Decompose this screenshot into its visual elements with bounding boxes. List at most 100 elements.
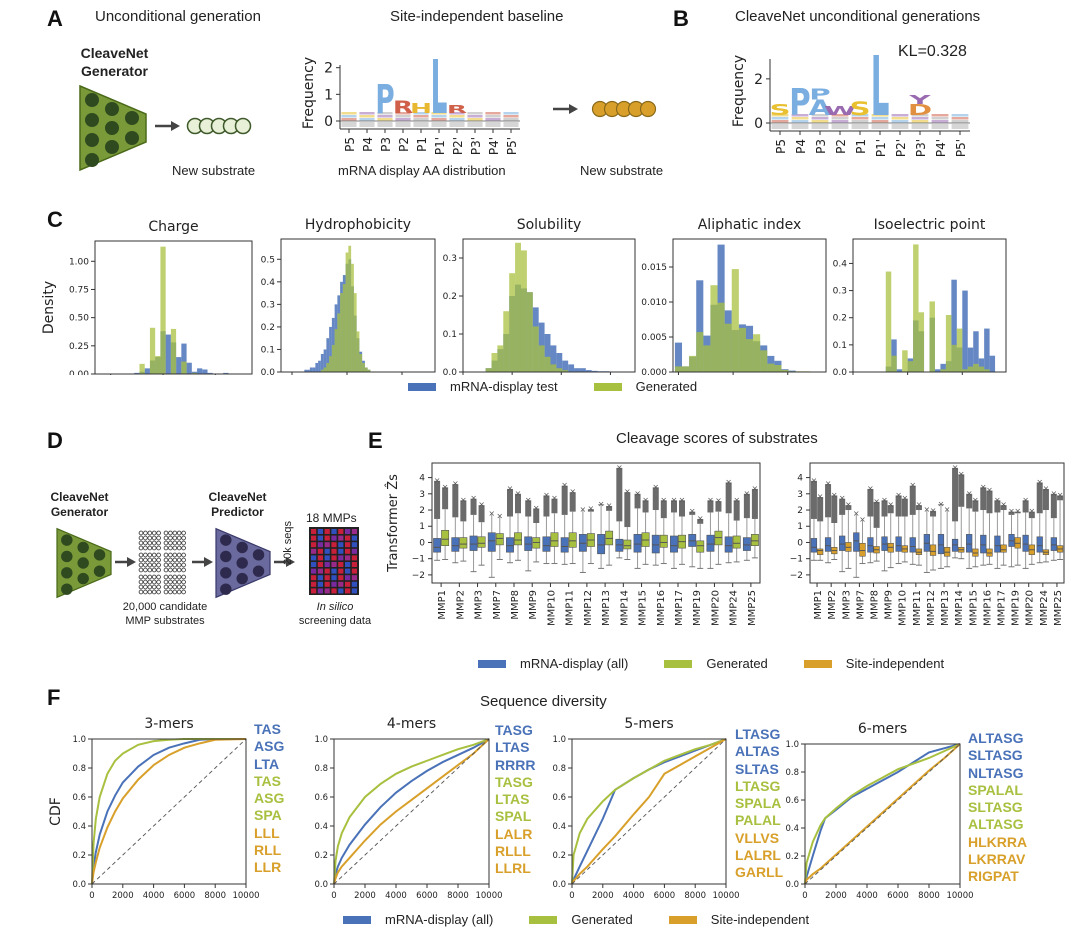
x-tick-label: MMP9 [528, 590, 539, 620]
x-tick-label: MMP2 [455, 590, 466, 620]
heatmap-cell [331, 562, 337, 567]
logo-letter-W: W [824, 104, 856, 118]
axes-frame [804, 743, 961, 885]
logo-background-letter [395, 118, 411, 121]
heatmap-cell [324, 581, 330, 587]
outlier-cluster [561, 485, 568, 515]
logo-background-letter [871, 120, 889, 123]
axes-frame [333, 738, 490, 885]
heatmap-cell [317, 542, 323, 548]
top-kmer-mrna: SLTASG [968, 747, 1023, 764]
candidate-circle [138, 574, 144, 580]
arrow-icon [553, 104, 578, 114]
box [750, 534, 759, 547]
top-kmer-generated: PALAL [735, 812, 781, 829]
outlier-marker: × [598, 499, 605, 508]
candidate-circle [151, 562, 157, 568]
histogram-bar [896, 369, 903, 372]
x-tick-label: 2000 [354, 891, 376, 901]
logo-background-letter [891, 114, 909, 117]
generator-network-icon [79, 84, 147, 172]
new-substrate-label: New substrate [172, 163, 256, 178]
candidate-circle [172, 574, 178, 580]
outlier-cluster [839, 498, 846, 515]
histogram-bar [710, 285, 718, 372]
box [469, 535, 478, 551]
y-tick-label: 0.1 [443, 330, 457, 340]
x-tick-label: P2' [451, 137, 465, 155]
logo-letter-P: P [375, 76, 394, 123]
candidate-circle [138, 567, 144, 573]
outlier-cluster [1050, 493, 1057, 519]
axes-frame [571, 738, 727, 885]
x-tick-label: MMP17 [674, 590, 685, 626]
legend-item-generated: Generated [664, 656, 768, 671]
outlier-cluster [725, 482, 732, 514]
logo-background-letter [931, 117, 949, 120]
y-tick-label: 0.25 [69, 342, 89, 352]
top-kmer-site-independent: RLLL [495, 843, 531, 860]
axes-frame [809, 462, 1065, 584]
logo-background-letter [503, 112, 519, 115]
histogram-bar [579, 368, 586, 372]
top-kmer-generated: SPALAL [968, 781, 1023, 798]
histogram-bar [585, 370, 592, 372]
outlier-marker: × [909, 481, 916, 490]
histogram-bar [562, 360, 569, 372]
outlier-marker: × [624, 487, 631, 496]
heatmap-cell [317, 548, 323, 554]
candidate-circle [143, 545, 148, 551]
logo-background-letter [467, 118, 483, 121]
candidate-circle [143, 579, 148, 585]
histogram-bar [760, 350, 768, 372]
top-kmer-generated: TAS [254, 772, 281, 789]
predictor-label-line1: CleaveNet [208, 490, 267, 504]
histogram-bar [696, 280, 704, 372]
y-axis-label: Density [41, 281, 57, 334]
box [550, 532, 559, 547]
candidate-circle [143, 552, 148, 558]
histogram-bar [544, 356, 551, 372]
y-tick-label: 4 [797, 474, 803, 484]
histogram-bar [191, 371, 198, 374]
top-kmer-mrna: LTAS [495, 739, 530, 756]
generator-label-line2: Generator [81, 63, 148, 79]
x-tick-label: MMP24 [1039, 590, 1050, 626]
candidate-circle [156, 589, 161, 595]
logo-background-letter [413, 112, 429, 115]
histogram-bar [556, 353, 563, 372]
box [742, 537, 751, 551]
histogram-bar [353, 293, 357, 372]
x-tick-label: 0 [89, 891, 94, 901]
top-kmer-mrna: ALTASG [968, 730, 1024, 746]
y-tick-label: 0.4 [261, 278, 276, 288]
heatmap-cell [311, 562, 317, 567]
logo-negative-band [449, 122, 465, 127]
x-tick-label: MMP19 [1011, 590, 1022, 626]
histogram-bar [509, 273, 516, 372]
candidate-circle [147, 552, 153, 558]
histogram-bar [503, 311, 510, 372]
outlier-cluster [470, 498, 477, 515]
candidate-circle [176, 535, 182, 541]
outlier-cluster [1014, 511, 1021, 514]
outlier-marker: × [569, 487, 576, 496]
outlier-marker: × [1008, 507, 1015, 516]
panel-letter-d: D [47, 428, 63, 453]
top-kmer-generated: SPA [254, 807, 282, 824]
box [459, 537, 468, 549]
x-tick-label: P2' [894, 139, 908, 157]
x-tick-label: 0 [569, 891, 574, 901]
box [859, 542, 866, 557]
top-kmer-mrna: RRRR [495, 756, 536, 773]
outlier-marker: × [839, 494, 846, 503]
candidate-circle [143, 540, 148, 546]
candidate-circle [156, 530, 161, 536]
outlier-marker: × [1022, 495, 1029, 504]
heatmap-cell [345, 581, 351, 587]
heatmap-cell [311, 535, 317, 541]
histogram-bar [574, 368, 580, 372]
